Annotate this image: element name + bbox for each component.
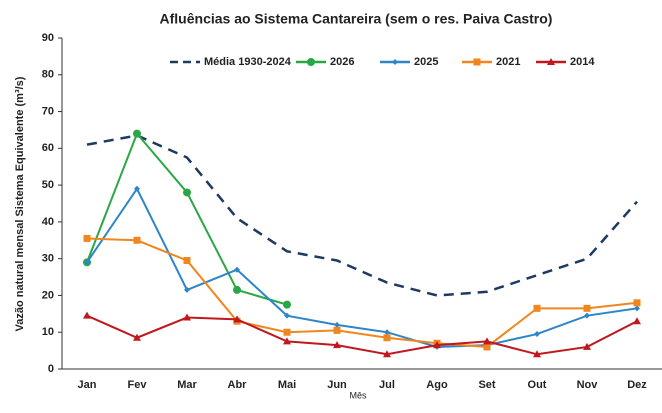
legend-marker	[473, 58, 481, 66]
y-tick-label: 70	[42, 105, 54, 117]
x-tick-label: Mar	[177, 379, 197, 391]
series-line	[86, 314, 638, 356]
marker	[83, 311, 91, 319]
marker	[533, 350, 541, 358]
marker	[383, 350, 391, 358]
x-tick-label: Set	[478, 379, 495, 391]
marker	[583, 304, 591, 312]
y-tick-label: 30	[42, 253, 54, 265]
x-tick-label: Jun	[327, 379, 347, 391]
marker	[583, 342, 591, 350]
marker	[83, 234, 91, 242]
marker	[233, 315, 241, 323]
series-line	[86, 134, 638, 297]
marker	[133, 333, 141, 341]
legend-label: 2014	[570, 56, 595, 68]
x-axis-label: Mês	[349, 390, 367, 400]
series-line	[86, 186, 638, 348]
x-tick-label: Nov	[577, 379, 599, 391]
marker	[283, 300, 291, 309]
x-tick-label: Jul	[379, 379, 395, 391]
legend-label: Média 1930-2024	[204, 56, 292, 68]
x-tick-label: Ago	[426, 379, 448, 391]
marker	[334, 321, 340, 328]
marker	[333, 326, 341, 334]
marker	[183, 257, 191, 265]
marker	[384, 329, 390, 336]
legend-label: 2026	[330, 56, 354, 68]
marker	[534, 331, 540, 338]
marker	[183, 188, 191, 197]
legend-label: 2025	[414, 56, 438, 68]
y-tick-label: 80	[42, 69, 54, 81]
marker	[234, 266, 240, 273]
marker	[433, 341, 441, 349]
legend-marker	[392, 59, 398, 65]
y-tick-label: 0	[48, 363, 54, 375]
marker	[633, 317, 641, 325]
marker	[233, 285, 241, 294]
legend-label: 2021	[496, 56, 520, 68]
marker	[183, 313, 191, 321]
x-tick-label: Abr	[228, 379, 248, 391]
series-line	[86, 237, 638, 348]
marker	[184, 286, 190, 293]
y-tick-label: 10	[42, 326, 54, 338]
marker	[133, 236, 141, 244]
marker	[283, 337, 291, 345]
x-tick-label: Jan	[78, 379, 97, 391]
marker	[634, 305, 640, 312]
y-tick-label: 60	[42, 142, 54, 154]
x-tick-label: Mai	[278, 379, 296, 391]
marker	[383, 334, 391, 342]
marker	[483, 343, 491, 351]
y-tick-label: 90	[42, 32, 54, 44]
y-tick-label: 40	[42, 216, 54, 228]
x-tick-label: Dez	[627, 379, 647, 391]
marker	[283, 328, 291, 336]
y-tick-label: 50	[42, 179, 54, 191]
marker	[633, 299, 641, 307]
y-axis-label: Vazão natural mensal Sistema Equivalente…	[14, 76, 26, 331]
y-tick-label: 20	[42, 289, 54, 301]
marker	[134, 185, 140, 192]
marker	[333, 341, 341, 349]
legend-marker	[547, 58, 555, 65]
chart-title: Afluências ao Sistema Cantareira (sem o …	[160, 11, 553, 27]
marker	[533, 304, 541, 312]
x-tick-label: Fev	[128, 379, 148, 391]
x-tick-label: Out	[528, 379, 547, 391]
marker	[284, 312, 290, 319]
legend-marker	[307, 58, 315, 66]
marker	[133, 129, 141, 138]
marker	[84, 259, 90, 266]
marker	[483, 337, 491, 345]
marker	[584, 312, 590, 319]
